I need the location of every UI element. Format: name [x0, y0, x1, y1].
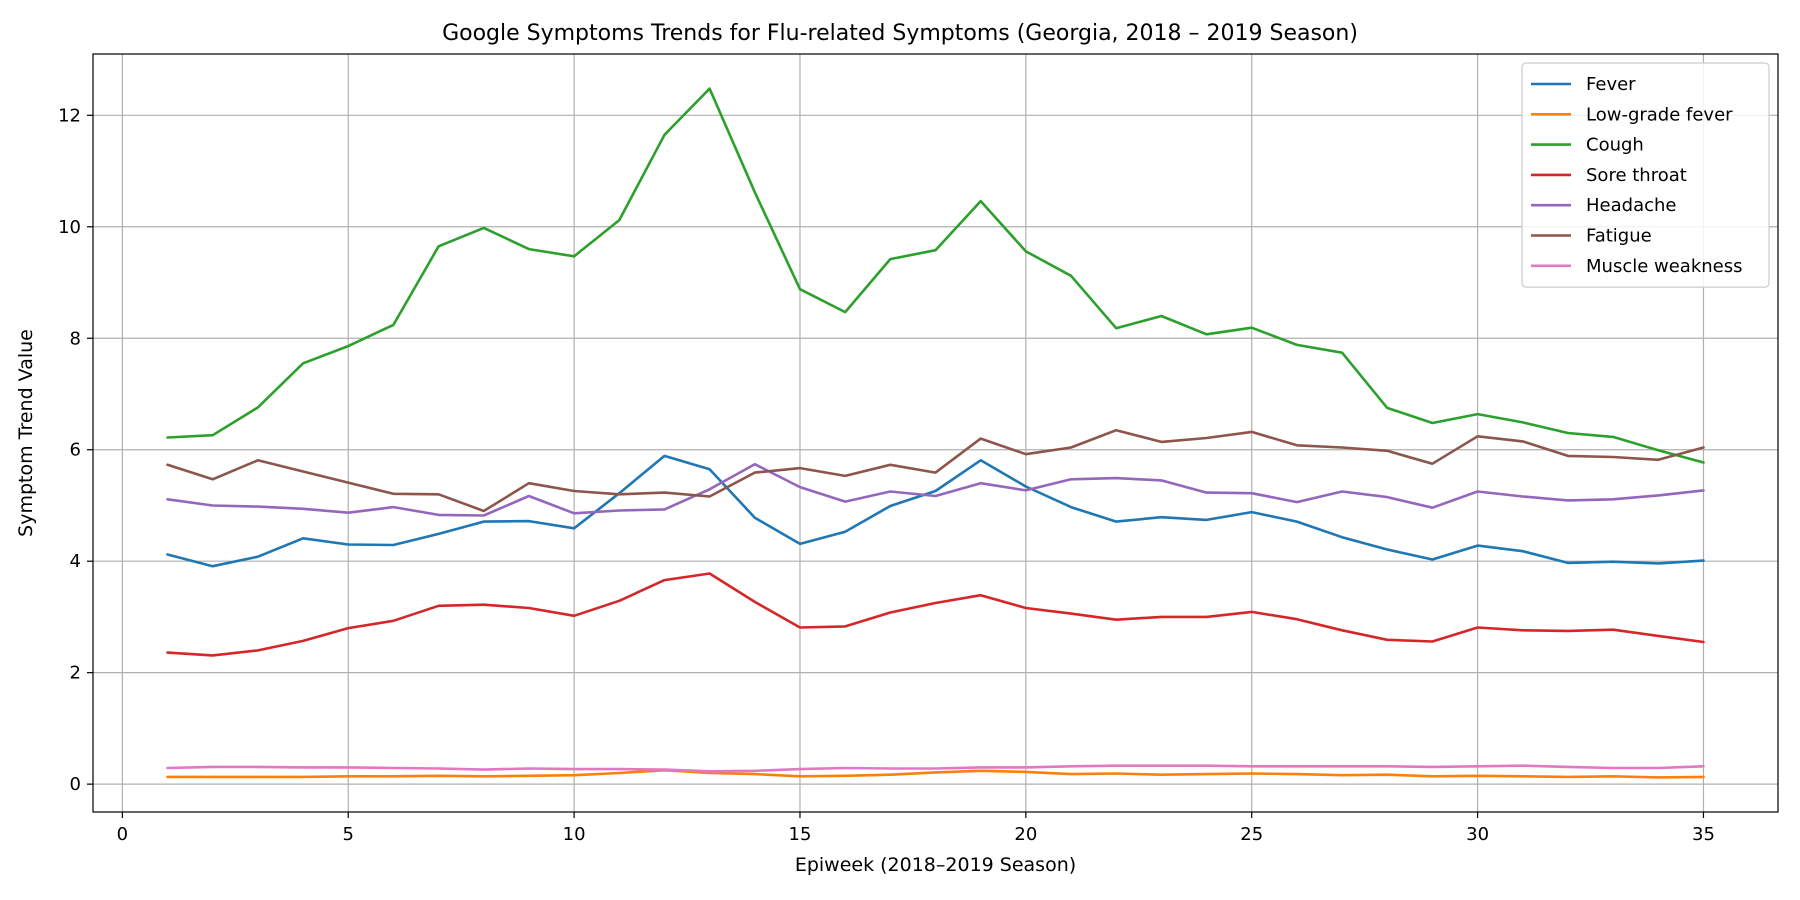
series-line-headache [166, 462, 1705, 517]
legend-label: Fever [1586, 74, 1636, 95]
x-axis-label: Epiweek (2018–2019 Season) [795, 854, 1076, 876]
x-tick-label: 5 [343, 824, 354, 845]
legend-label: Sore throat [1586, 165, 1687, 186]
series-line-sore-throat [166, 572, 1705, 657]
series-line-low-grade-fever [166, 768, 1705, 779]
series-line-fever [166, 454, 1705, 568]
legend-label: Fatigue [1586, 226, 1652, 247]
legend-label: Muscle weakness [1586, 256, 1743, 277]
y-tick-label: 4 [70, 551, 81, 572]
y-axis-ticks: 0 2 4 6 8 10 12 [58, 105, 93, 795]
legend-label: Headache [1586, 195, 1676, 216]
series-line-fatigue [166, 428, 1705, 513]
legend-label: Cough [1586, 135, 1644, 156]
series-line-muscle-weakness [166, 764, 1705, 773]
y-tick-label: 6 [70, 440, 81, 461]
legend-label: Low-grade fever [1586, 104, 1733, 125]
series-lines [166, 87, 1705, 779]
x-tick-label: 10 [563, 824, 586, 845]
x-tick-label: 35 [1692, 824, 1715, 845]
x-tick-label: 20 [1014, 824, 1037, 845]
legend-box [1521, 62, 1770, 288]
series-line-cough [166, 87, 1705, 464]
legend: Fever Low-grade fever Cough Sore throat Head… [1521, 62, 1770, 288]
x-axis-ticks: 0 5 10 15 20 25 30 35 [117, 812, 1715, 845]
y-tick-label: 0 [70, 774, 81, 795]
y-tick-label: 8 [70, 328, 81, 349]
y-tick-label: 10 [58, 217, 81, 238]
x-tick-label: 30 [1466, 824, 1489, 845]
x-tick-label: 0 [117, 824, 128, 845]
y-tick-label: 2 [70, 663, 81, 684]
x-tick-label: 25 [1240, 824, 1263, 845]
y-tick-label: 12 [58, 105, 81, 126]
plot-area-frame [92, 53, 1779, 813]
chart-title: Google Symptoms Trends for Flu-related S… [442, 21, 1358, 46]
x-tick-label: 15 [789, 824, 812, 845]
y-axis-label: Symptom Trend Value [15, 329, 37, 537]
